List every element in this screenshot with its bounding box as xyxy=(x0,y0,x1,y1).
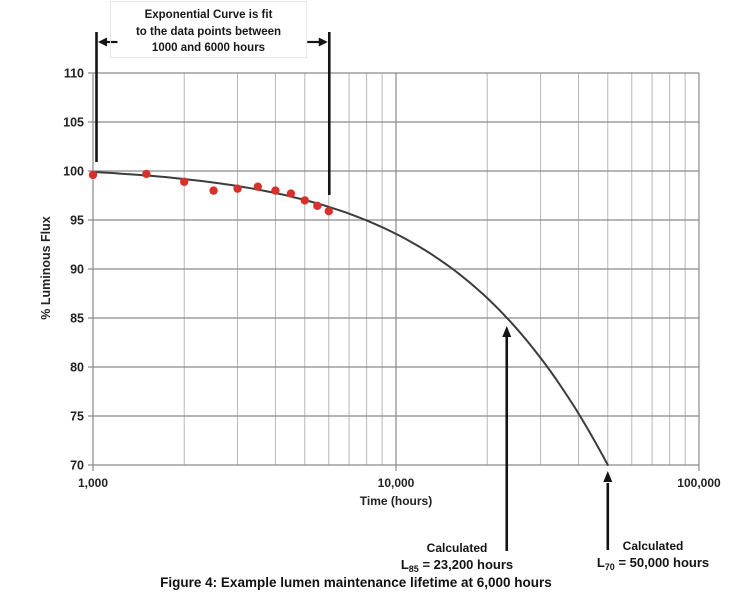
l70-value-text: = 50,000 hours xyxy=(618,555,710,570)
y-tick-label: 95 xyxy=(70,214,84,228)
y-tick-label: 70 xyxy=(70,459,84,473)
l70-annotation: Calculated L70 = 50,000 hours xyxy=(583,539,723,575)
data-point xyxy=(300,196,309,205)
fit-range-annotation-line3: 1000 and 6000 hours xyxy=(151,42,266,54)
y-tick-label: 110 xyxy=(64,67,84,81)
l70-annotation-title: Calculated xyxy=(622,539,684,553)
l85-annotation-value: L85 = 23,200 hours xyxy=(387,557,527,577)
y-tick-label: 85 xyxy=(70,312,84,326)
fit-range-right-arrow-head xyxy=(318,37,328,47)
l85-annotation: Calculated L85 = 23,200 hours xyxy=(387,541,527,577)
data-point xyxy=(286,189,296,198)
exponential-fit-curve xyxy=(92,171,609,466)
data-point xyxy=(313,201,322,210)
figure-caption: Figure 4: Example lumen maintenance life… xyxy=(160,575,552,590)
data-point xyxy=(233,184,242,193)
l85-arrow-head xyxy=(502,326,512,337)
y-tick-label: 80 xyxy=(70,361,84,375)
y-tick-label: 100 xyxy=(63,165,84,179)
y-tick-label: 90 xyxy=(70,263,84,277)
data-point xyxy=(209,186,218,195)
l70-arrow-head xyxy=(603,471,613,482)
x-tick-label: 100,000 xyxy=(677,476,721,490)
l85-subscript: 85 xyxy=(408,564,419,574)
x-tick-label: 10,000 xyxy=(378,476,415,490)
l70-symbol: L xyxy=(596,555,605,570)
data-point xyxy=(253,182,263,191)
data-point xyxy=(271,186,280,195)
x-tick-label: 1,000 xyxy=(78,476,108,490)
fit-range-annotation: Exponential Curve is fit to the data poi… xyxy=(110,1,307,58)
x-axis-title: Time (hours) xyxy=(359,494,433,508)
l85-annotation-title: Calculated xyxy=(426,541,488,555)
data-point xyxy=(324,206,333,216)
l70-annotation-value: L70 = 50,000 hours xyxy=(583,555,723,575)
data-point xyxy=(142,169,151,179)
fit-range-annotation-line1: Exponential Curve is fit xyxy=(144,9,273,21)
y-axis-title: % Luminous Flux xyxy=(39,216,53,320)
l85-symbol: L xyxy=(400,557,409,572)
y-tick-label: 75 xyxy=(70,410,84,424)
data-point xyxy=(88,170,98,180)
data-point xyxy=(180,177,189,186)
y-tick-label: 105 xyxy=(63,116,84,130)
fit-range-annotation-line2: to the data points between xyxy=(135,25,282,38)
l85-value-text: = 23,200 hours xyxy=(422,557,514,572)
fit-range-left-arrow-head xyxy=(98,37,107,47)
l70-subscript: 70 xyxy=(604,562,615,572)
